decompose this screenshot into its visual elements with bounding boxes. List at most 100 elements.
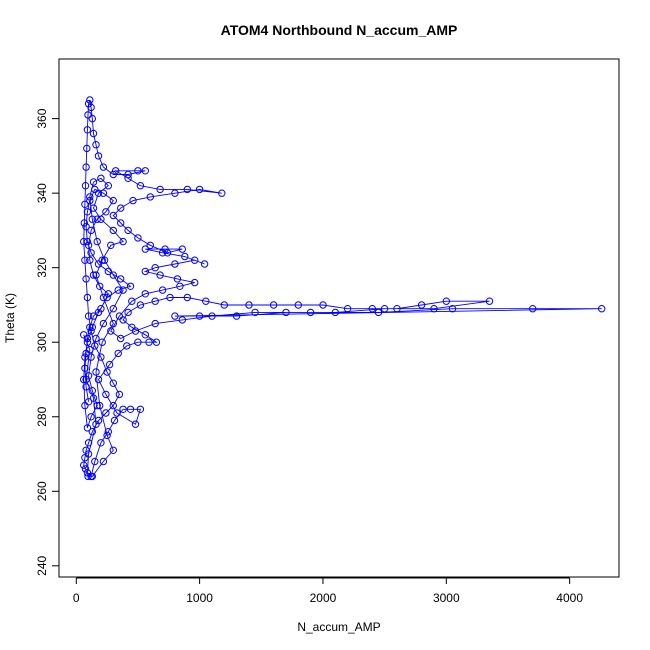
data-point (92, 334, 100, 343)
data-point (178, 316, 187, 324)
data-point (202, 297, 210, 305)
data-point (105, 360, 114, 369)
data-point (83, 469, 92, 477)
data-point (84, 241, 93, 250)
data-point (82, 275, 90, 283)
data-point (91, 457, 99, 466)
data-point (114, 286, 122, 294)
data-point (109, 196, 118, 205)
y-axis-label: Theta (K) (3, 293, 17, 343)
data-point (152, 338, 161, 346)
y-tick-label: 260 (35, 481, 49, 501)
data-point (83, 338, 92, 346)
data-point (86, 196, 94, 205)
data-point (84, 111, 92, 119)
data-point (82, 383, 90, 391)
data-point (319, 301, 327, 309)
data-point (128, 297, 136, 305)
data-point (88, 387, 97, 395)
data-point (88, 428, 97, 436)
data-point (269, 301, 278, 309)
data-point (368, 305, 376, 313)
data-point (124, 226, 132, 235)
data-point (99, 319, 108, 328)
data-point (99, 163, 108, 171)
data-point (109, 170, 118, 179)
data-point (109, 211, 118, 220)
data-point (171, 312, 179, 320)
data-point (183, 293, 192, 302)
data-point (104, 267, 113, 276)
data-point (97, 353, 105, 361)
data-point (97, 215, 105, 223)
data-point (94, 416, 103, 425)
data-point (136, 182, 145, 190)
data-point (331, 308, 339, 317)
data-point (84, 312, 93, 320)
data-point (88, 114, 97, 123)
data-point (134, 338, 142, 346)
data-point (126, 282, 135, 290)
data-point (306, 308, 315, 317)
data-point (92, 420, 100, 428)
data-point (141, 167, 150, 175)
data-point (89, 312, 98, 320)
data-point (136, 301, 145, 309)
data-point (173, 275, 182, 283)
data-point (92, 141, 100, 149)
data-point (245, 301, 253, 309)
data-point (83, 334, 92, 343)
data-point (119, 286, 127, 294)
data-point (117, 204, 125, 212)
data-point (220, 301, 229, 309)
data-point (81, 465, 90, 473)
data-point (171, 189, 179, 197)
data-point (158, 249, 167, 257)
data-point (119, 316, 127, 324)
data-point (87, 327, 95, 335)
data-point (380, 305, 389, 313)
data-point (103, 431, 111, 440)
data-point (119, 237, 127, 246)
data-point (123, 342, 131, 350)
data-point (146, 193, 155, 201)
data-point (103, 368, 111, 376)
data-point (109, 401, 118, 410)
data-point (430, 305, 438, 313)
data-point (102, 409, 110, 417)
data-point (82, 223, 90, 231)
data-point (128, 323, 136, 331)
data-point (94, 260, 103, 268)
data-point (83, 424, 92, 432)
data-point (113, 409, 121, 417)
data-point (100, 256, 109, 264)
data-point (87, 103, 95, 112)
data-point (86, 193, 94, 201)
data-point (86, 256, 94, 264)
data-point (151, 297, 159, 305)
data-point (251, 308, 259, 317)
data-point (87, 226, 95, 235)
data-point (183, 185, 192, 194)
data-point (151, 264, 159, 272)
data-point (115, 390, 124, 399)
data-point (485, 297, 494, 305)
data-point (343, 305, 352, 313)
data-point (191, 256, 199, 264)
data-point (294, 301, 302, 309)
data-point (84, 372, 93, 380)
data-point (81, 454, 89, 462)
data-point (104, 182, 113, 190)
series-layer (80, 96, 606, 481)
data-point (102, 208, 110, 216)
data-point (109, 319, 118, 328)
data-point (529, 305, 537, 313)
data-point (82, 163, 90, 171)
data-point (88, 215, 97, 223)
data-point (94, 152, 103, 160)
data-point (98, 338, 106, 346)
data-point (598, 305, 606, 313)
data-point (109, 379, 118, 387)
data-point (84, 439, 93, 447)
